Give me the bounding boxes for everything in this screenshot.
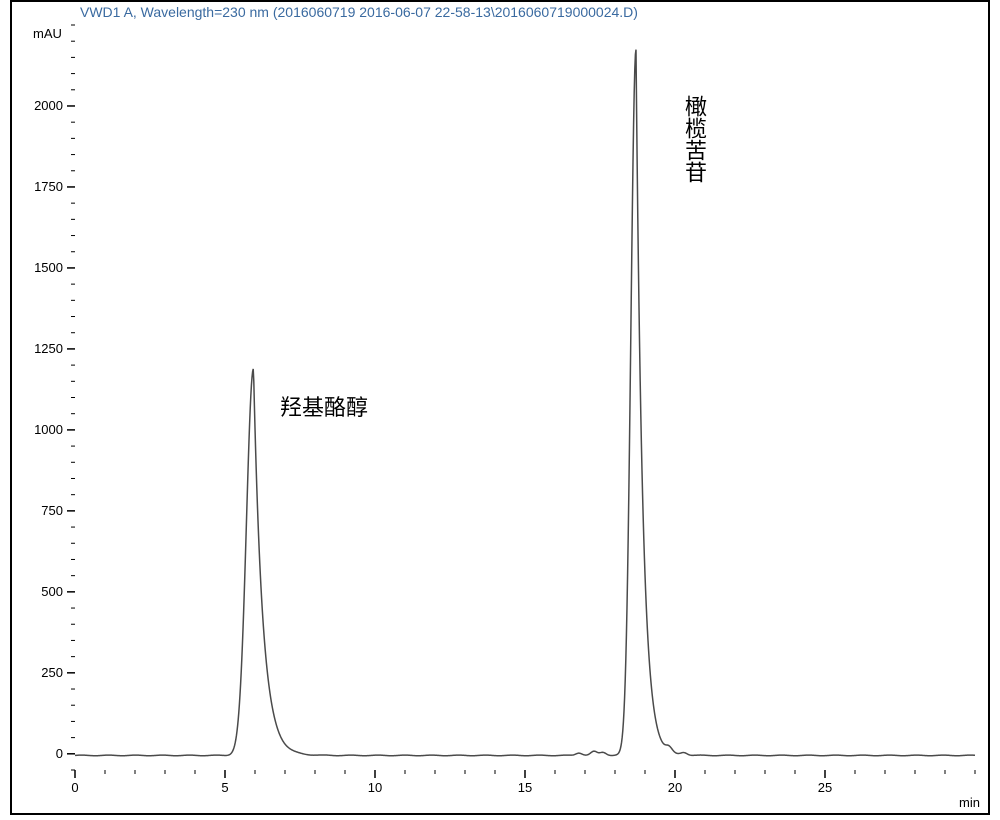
svg-text:20: 20 bbox=[668, 780, 682, 795]
svg-text:1750: 1750 bbox=[34, 179, 63, 194]
svg-text:500: 500 bbox=[41, 584, 63, 599]
peak-label-2: 橄榄苦苷 bbox=[678, 95, 710, 183]
svg-text:750: 750 bbox=[41, 503, 63, 518]
svg-text:15: 15 bbox=[518, 780, 532, 795]
svg-text:0: 0 bbox=[56, 746, 63, 761]
svg-text:5: 5 bbox=[221, 780, 228, 795]
peak-label-1: 羟基酪醇 bbox=[280, 390, 368, 422]
svg-text:1000: 1000 bbox=[34, 422, 63, 437]
svg-text:250: 250 bbox=[41, 665, 63, 680]
svg-text:10: 10 bbox=[368, 780, 382, 795]
svg-text:1500: 1500 bbox=[34, 260, 63, 275]
chromatogram-svg: 0510152025025050075010001250150017502000 bbox=[0, 0, 1000, 820]
chromatogram-container: VWD1 A, Wavelength=230 nm (2016060719 20… bbox=[0, 0, 1000, 820]
svg-text:0: 0 bbox=[71, 780, 78, 795]
svg-text:2000: 2000 bbox=[34, 98, 63, 113]
svg-text:25: 25 bbox=[818, 780, 832, 795]
svg-text:1250: 1250 bbox=[34, 341, 63, 356]
